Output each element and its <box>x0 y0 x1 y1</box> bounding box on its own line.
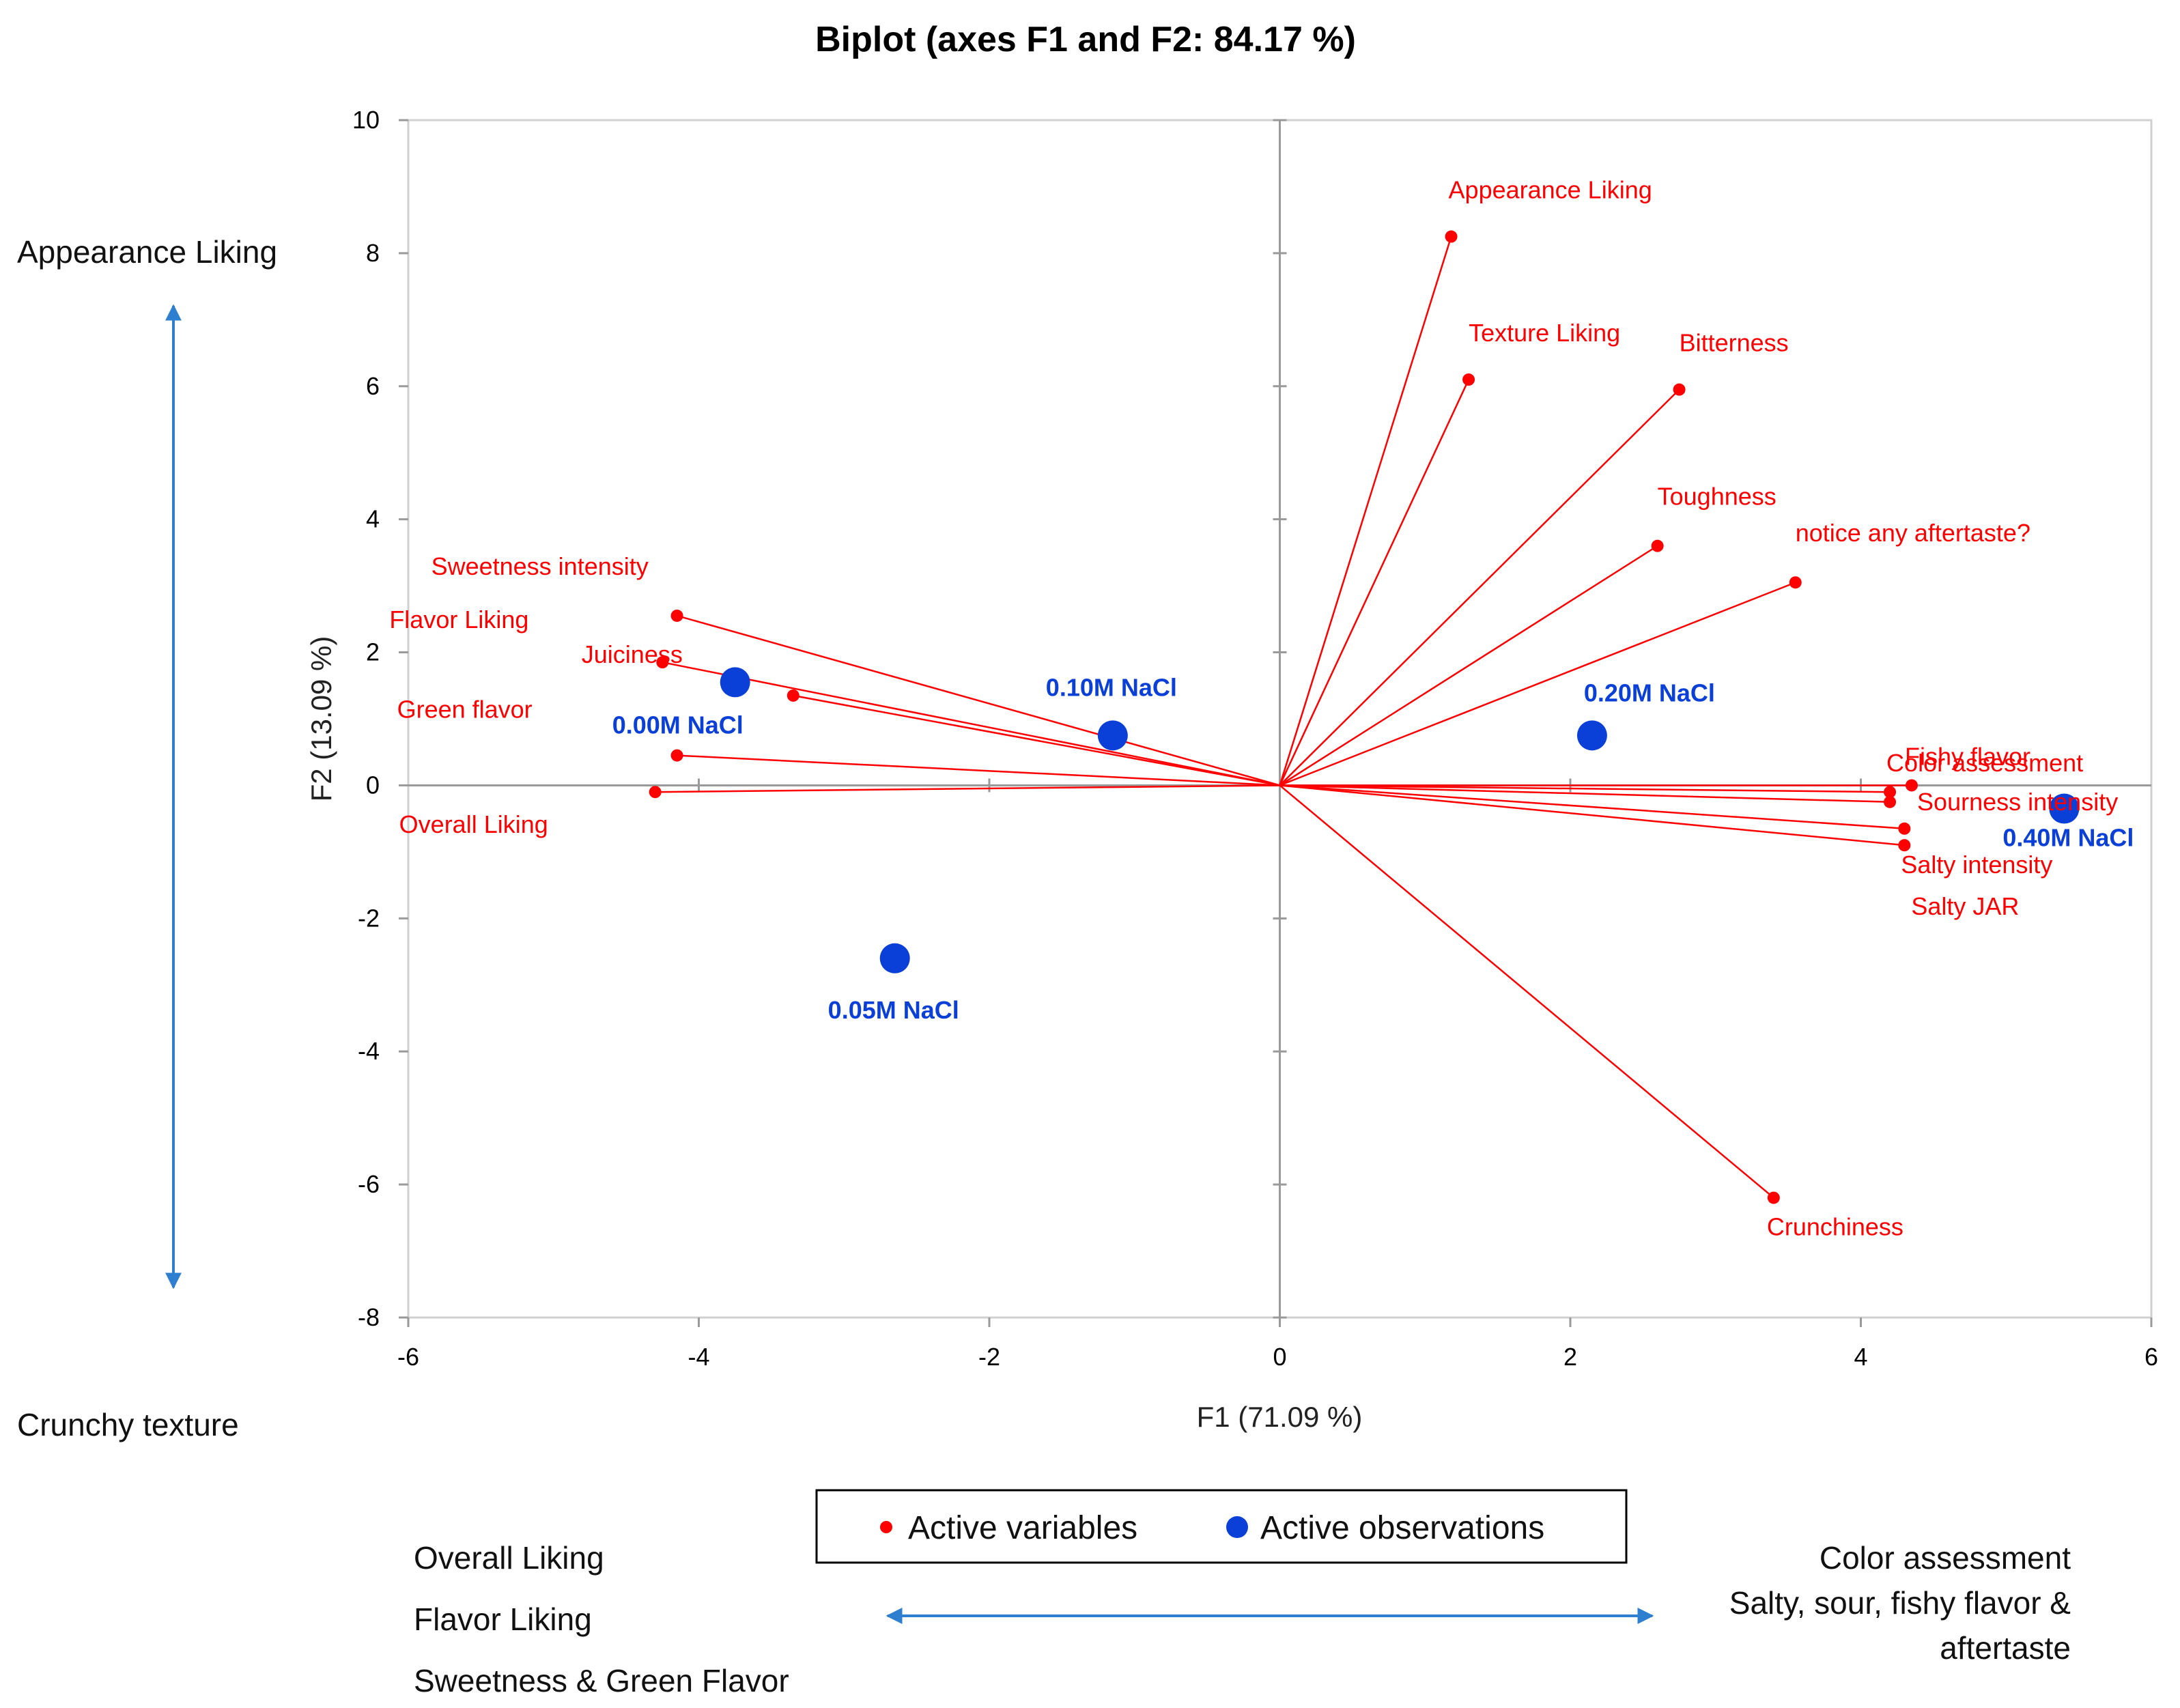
variable-point <box>670 609 683 622</box>
observation-point <box>1576 720 1607 751</box>
variable-label: Flavor Liking <box>389 606 528 634</box>
x-axis-label: F1 (71.09 %) <box>1197 1401 1363 1433</box>
variable-point <box>1462 373 1475 386</box>
variable-vector <box>1279 388 1680 786</box>
x-tick-label: 4 <box>1854 1343 1867 1371</box>
variable-label: Green flavor <box>397 696 533 724</box>
variable-vector <box>1279 784 1774 1199</box>
variable-label: Fishy flavor <box>1905 742 2030 770</box>
observation-label: 0.05M NaCl <box>828 996 959 1024</box>
variable-point <box>1884 786 1897 799</box>
variable-vector <box>1279 582 1796 786</box>
variable-point <box>1673 383 1686 396</box>
variable-label: notice any aftertaste? <box>1796 519 2030 547</box>
legend-variables-label: Active variables <box>908 1510 1137 1546</box>
y-tick-label: 6 <box>366 372 380 400</box>
legend-observation-marker <box>1226 1516 1248 1538</box>
legend-box <box>815 1489 1628 1564</box>
variable-label: Sweetness intensity <box>431 552 649 580</box>
observation-point <box>720 667 750 698</box>
x-tick-label: 6 <box>2144 1343 2158 1371</box>
observation-label: 0.40M NaCl <box>2002 824 2134 852</box>
variable-vector <box>1279 379 1470 786</box>
variable-vector <box>677 754 1280 786</box>
variable-point <box>1651 539 1664 552</box>
variable-vector <box>1279 784 1905 830</box>
legend-variable-marker <box>880 1521 892 1533</box>
variable-point <box>1884 795 1897 808</box>
variable-vector <box>793 694 1280 786</box>
y-tick-label: 4 <box>366 505 380 533</box>
variable-vector <box>662 661 1280 786</box>
variable-vector <box>655 784 1280 793</box>
y-axis-label: F2 (13.09 %) <box>305 636 337 802</box>
bottom-right-list-3: aftertaste <box>1940 1630 2071 1666</box>
points-layer <box>649 230 2080 1204</box>
variable-point <box>649 786 662 799</box>
observation-label: 0.10M NaCl <box>1046 673 1177 701</box>
variable-point <box>1898 839 1911 852</box>
variable-point <box>1789 576 1802 589</box>
legend-observations-label: Active observations <box>1260 1510 1544 1546</box>
variable-point <box>670 749 683 762</box>
top-left-annotation: Appearance Liking <box>17 234 277 270</box>
variable-label: Bitterness <box>1680 329 1789 357</box>
variable-label: Texture Liking <box>1469 319 1620 347</box>
variable-label: Sourness intensity <box>1917 788 2118 816</box>
variable-point <box>656 656 669 669</box>
bottom-left-list-1: Overall Liking <box>414 1540 604 1576</box>
y-tick-label: 8 <box>366 239 380 267</box>
chart-title: Biplot (axes F1 and F2: 84.17 %) <box>815 20 1356 59</box>
variable-point <box>1767 1191 1780 1204</box>
variable-point <box>1898 822 1911 835</box>
x-tick-label: -2 <box>978 1343 1000 1371</box>
y-tick-label: -6 <box>358 1170 380 1198</box>
variable-point <box>1445 230 1458 243</box>
y-tick-label: 10 <box>352 106 380 134</box>
variable-label: Salty intensity <box>1901 851 2052 879</box>
variable-label: Color assessment <box>1886 749 2083 777</box>
observation-label: 0.20M NaCl <box>1584 679 1715 707</box>
variable-vector <box>677 614 1280 786</box>
labels-layer: Appearance Liking Texture Liking Bitternes… <box>389 176 2134 1241</box>
observation-point <box>2049 793 2080 824</box>
variable-vector <box>1279 784 1905 846</box>
variable-vectors <box>655 236 1912 1199</box>
variable-label: Juiciness <box>582 640 683 668</box>
x-tick-label: -6 <box>397 1343 419 1371</box>
y-tick-label: 2 <box>366 638 380 666</box>
y-tick-label: -8 <box>358 1303 380 1331</box>
x-tick-label: 2 <box>1563 1343 1577 1371</box>
x-tick-label: 0 <box>1273 1343 1286 1371</box>
variable-point <box>1905 779 1918 792</box>
variable-label: Appearance Liking <box>1449 176 1652 204</box>
variable-vector <box>1279 784 1891 793</box>
bottom-left-list-3: Sweetness & Green Flavor <box>414 1663 789 1698</box>
variable-label: Crunchiness <box>1767 1213 1903 1241</box>
x-tick-label: -4 <box>688 1343 709 1371</box>
variable-vector <box>1279 784 1891 803</box>
y-tick-label: -2 <box>358 904 380 932</box>
y-tick-label: 0 <box>366 771 380 799</box>
bottom-right-list-1: Color assessment <box>1820 1540 2071 1576</box>
bottom-left-annotation: Crunchy texture <box>17 1407 239 1442</box>
variable-point <box>787 689 799 702</box>
variable-vector <box>1279 236 1452 786</box>
y-tick-label: -4 <box>358 1037 380 1065</box>
variable-label: Toughness <box>1658 483 1776 511</box>
bottom-right-list-2: Salty, sour, fishy flavor & <box>1729 1585 2071 1621</box>
observation-label: 0.00M NaCl <box>612 711 744 739</box>
observation-point <box>1097 720 1128 751</box>
observation-point <box>879 943 910 973</box>
variable-vector <box>1279 545 1658 786</box>
variable-label: Overall Liking <box>399 810 548 838</box>
bottom-left-list-2: Flavor Liking <box>414 1602 592 1637</box>
variable-label: Salty JAR <box>1911 892 2019 920</box>
